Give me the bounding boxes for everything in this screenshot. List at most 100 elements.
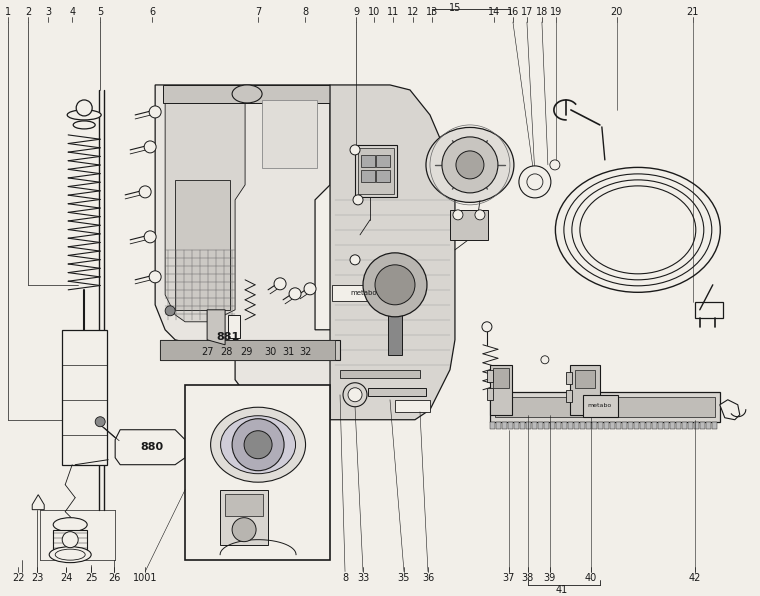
Bar	[487, 388, 493, 400]
Bar	[361, 155, 375, 167]
Bar	[496, 422, 501, 429]
Polygon shape	[720, 400, 739, 420]
Text: 6: 6	[149, 7, 155, 17]
Text: 880: 880	[141, 442, 163, 452]
Bar	[355, 145, 397, 197]
Bar	[361, 170, 375, 182]
Bar	[550, 422, 555, 429]
Text: 3: 3	[45, 7, 51, 17]
Polygon shape	[330, 85, 455, 420]
Bar	[185, 385, 330, 560]
Bar	[604, 422, 609, 429]
Bar	[700, 422, 705, 429]
Text: 31: 31	[282, 347, 294, 357]
Bar	[583, 395, 618, 417]
Bar	[376, 170, 390, 182]
Circle shape	[149, 271, 161, 283]
Circle shape	[274, 278, 286, 290]
Bar	[568, 422, 573, 429]
Ellipse shape	[73, 121, 95, 129]
Circle shape	[149, 106, 161, 118]
Ellipse shape	[55, 549, 85, 560]
Text: 881: 881	[217, 332, 239, 342]
Bar	[574, 422, 579, 429]
Text: 36: 36	[422, 573, 434, 583]
Text: 10: 10	[368, 7, 380, 17]
Bar	[634, 422, 639, 429]
Ellipse shape	[49, 547, 91, 563]
Bar	[262, 100, 317, 168]
Circle shape	[76, 100, 92, 116]
Text: 22: 22	[12, 573, 24, 583]
Bar	[706, 422, 711, 429]
Bar	[502, 422, 507, 429]
Text: 5: 5	[97, 7, 103, 17]
Text: 39: 39	[543, 573, 556, 583]
Text: 30: 30	[264, 347, 276, 357]
Ellipse shape	[211, 407, 306, 482]
Bar	[598, 422, 603, 429]
Circle shape	[62, 532, 78, 548]
Circle shape	[139, 186, 151, 198]
Circle shape	[348, 388, 362, 402]
Polygon shape	[155, 85, 340, 434]
Text: 27: 27	[201, 347, 214, 357]
Bar	[376, 155, 390, 167]
Bar	[682, 422, 687, 429]
Polygon shape	[207, 310, 225, 344]
Bar	[332, 285, 397, 301]
Bar	[538, 422, 543, 429]
Bar	[658, 422, 663, 429]
Bar	[586, 422, 591, 429]
Circle shape	[95, 417, 105, 427]
Text: 33: 33	[357, 573, 369, 583]
Text: 2: 2	[25, 7, 31, 17]
Text: 28: 28	[220, 347, 233, 357]
Circle shape	[456, 151, 484, 179]
Polygon shape	[116, 430, 185, 465]
Bar	[676, 422, 681, 429]
Bar	[368, 388, 426, 396]
Text: 14: 14	[488, 7, 500, 17]
Text: 19: 19	[549, 7, 562, 17]
Ellipse shape	[53, 518, 87, 532]
Circle shape	[527, 174, 543, 190]
Text: 20: 20	[611, 7, 623, 17]
Bar	[487, 370, 493, 382]
Text: 8: 8	[342, 573, 348, 583]
Text: 40: 40	[584, 573, 597, 583]
Text: metabo: metabo	[350, 290, 377, 296]
Bar	[493, 368, 509, 388]
Bar	[520, 422, 525, 429]
Bar	[580, 422, 585, 429]
Bar	[663, 422, 669, 429]
Text: 11: 11	[387, 7, 399, 17]
Circle shape	[232, 518, 256, 542]
Circle shape	[353, 195, 363, 205]
Bar	[514, 422, 519, 429]
Bar	[712, 422, 717, 429]
Text: 38: 38	[522, 573, 534, 583]
Bar	[495, 397, 715, 417]
Bar	[610, 422, 615, 429]
Text: 12: 12	[407, 7, 420, 17]
Bar	[566, 390, 572, 402]
Bar	[388, 300, 402, 355]
Text: 7: 7	[255, 7, 261, 17]
Text: 35: 35	[397, 573, 410, 583]
Bar	[532, 422, 537, 429]
Bar	[670, 422, 675, 429]
Polygon shape	[228, 315, 240, 338]
Bar	[340, 370, 420, 378]
Bar	[562, 422, 567, 429]
Text: 41: 41	[556, 585, 568, 595]
Bar	[395, 400, 430, 412]
Bar	[526, 422, 531, 429]
Bar	[160, 340, 340, 360]
Circle shape	[144, 231, 156, 243]
Text: 29: 29	[240, 347, 252, 357]
Circle shape	[350, 255, 360, 265]
Bar	[640, 422, 644, 429]
Bar	[622, 422, 627, 429]
Circle shape	[343, 383, 367, 406]
